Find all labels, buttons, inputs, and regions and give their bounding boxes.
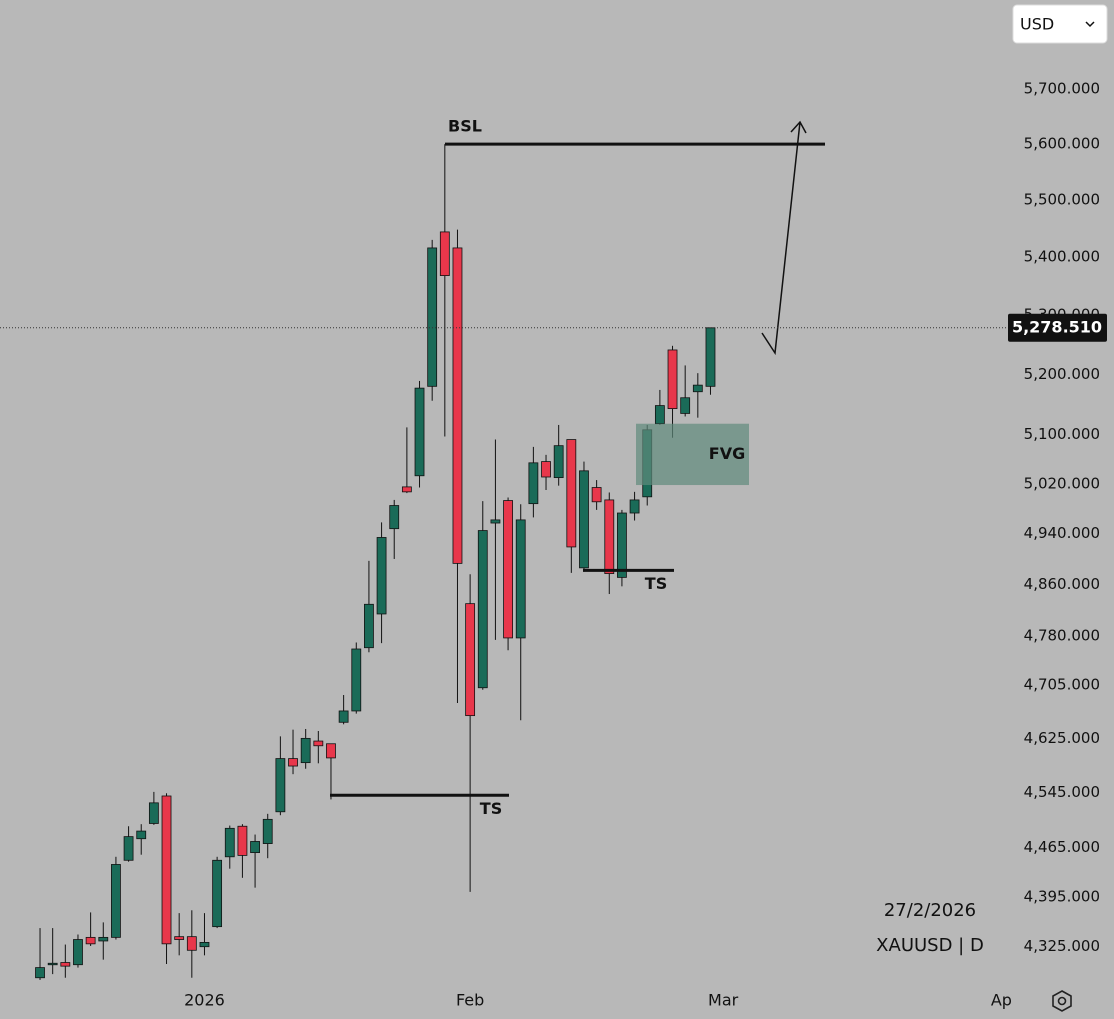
- gear-outline: [1052, 990, 1072, 1012]
- y-tick-label: 5,400.000: [1024, 248, 1100, 266]
- candle-body: [73, 939, 83, 966]
- candle-body: [351, 648, 362, 712]
- y-tick-label: 5,020.000: [1024, 474, 1100, 492]
- x-tick-label: Feb: [456, 991, 484, 1010]
- y-tick-label: 4,465.000: [1024, 838, 1100, 856]
- y-tick-label: 4,325.000: [1024, 937, 1100, 955]
- candle-body: [288, 758, 298, 767]
- date-label: 27/2/2026: [884, 900, 976, 921]
- x-tick-label: 2026: [184, 991, 225, 1010]
- annotation-label: TS: [480, 799, 502, 818]
- y-tick-label: 4,545.000: [1024, 783, 1100, 801]
- candle-body: [174, 936, 185, 940]
- candle-body: [490, 519, 501, 524]
- y-tick-label: 4,395.000: [1024, 887, 1100, 905]
- gear-center: [1057, 996, 1067, 1006]
- y-tick-label: 4,625.000: [1024, 729, 1100, 747]
- settings-icon[interactable]: [1052, 990, 1072, 1012]
- y-tick-label: 5,500.000: [1024, 191, 1100, 209]
- last-price-label: 5,278.510: [1012, 317, 1102, 336]
- candle-body: [98, 936, 109, 942]
- candle-body: [47, 962, 58, 966]
- currency-dropdown[interactable]: [1012, 4, 1108, 44]
- candle-body: [629, 499, 640, 514]
- last-price-box: [1008, 313, 1107, 342]
- y-tick-label: 5,100.000: [1024, 425, 1100, 443]
- candle-body: [452, 247, 463, 564]
- candle-body: [591, 487, 602, 503]
- candle-body: [224, 827, 235, 858]
- candle-body: [692, 384, 703, 393]
- y-tick-label: 4,705.000: [1024, 676, 1100, 694]
- candle-body: [604, 499, 615, 574]
- candle-body: [541, 461, 551, 478]
- candle-body: [35, 967, 45, 979]
- annotation-label: TS: [645, 574, 667, 593]
- candle-body: [186, 936, 197, 951]
- candle-body: [250, 841, 260, 854]
- candle-body: [136, 830, 147, 840]
- candle-body: [439, 231, 450, 276]
- x-tick-label: Ap: [991, 991, 1012, 1010]
- candle-body: [528, 462, 539, 505]
- candle-body: [313, 740, 324, 747]
- candle-body: [338, 710, 349, 723]
- candle-body: [389, 505, 400, 530]
- y-tick-label: 5,700.000: [1024, 80, 1100, 98]
- candle-body: [654, 405, 665, 425]
- symbol-label: XAUUSD | D: [876, 935, 984, 956]
- candle-body: [401, 486, 412, 493]
- candle-body: [123, 836, 134, 861]
- arrow-head: [790, 120, 807, 134]
- candle-body: [85, 936, 96, 945]
- candle-body: [477, 530, 488, 689]
- candle-body: [579, 470, 589, 569]
- candle-body: [111, 864, 121, 938]
- candle-body: [465, 603, 476, 717]
- candle-body: [161, 795, 172, 945]
- candle-body: [617, 512, 627, 578]
- projection-arrow: [761, 121, 801, 356]
- candle-body: [566, 439, 577, 548]
- candle-body: [262, 818, 273, 844]
- candle-body: [60, 962, 71, 967]
- candle-body: [515, 519, 526, 639]
- fvg-zone: [636, 423, 749, 486]
- y-tick-label: 4,780.000: [1024, 626, 1100, 644]
- candle-body: [553, 445, 564, 479]
- candle-body: [705, 327, 716, 387]
- plot: BSL TS TS FVG: [35, 117, 825, 980]
- candle-body: [275, 758, 286, 813]
- candle-body: [427, 247, 438, 387]
- y-tick-label: 4,940.000: [1024, 524, 1100, 542]
- candle-body: [237, 825, 248, 856]
- candle-body: [414, 387, 425, 477]
- candle-body: [680, 397, 691, 414]
- candle-body: [212, 859, 223, 928]
- annotation-label: BSL: [448, 117, 482, 136]
- candle-body: [148, 802, 159, 824]
- candle-body: [364, 603, 374, 649]
- y-tick-label: 5,600.000: [1024, 135, 1100, 153]
- candle-body: [199, 941, 210, 948]
- y-tick-label: 5,200.000: [1024, 365, 1100, 383]
- candle-body: [503, 500, 513, 639]
- candle-body: [667, 349, 678, 410]
- dropdown-chevron: [1085, 21, 1095, 28]
- currency-label: USD: [1020, 15, 1054, 34]
- candle-body: [326, 743, 336, 759]
- candle-body: [300, 737, 311, 764]
- candle-body: [376, 537, 387, 615]
- y-tick-label: 4,860.000: [1024, 575, 1100, 593]
- annotation-label: FVG: [709, 444, 745, 463]
- x-tick-label: Mar: [708, 991, 739, 1010]
